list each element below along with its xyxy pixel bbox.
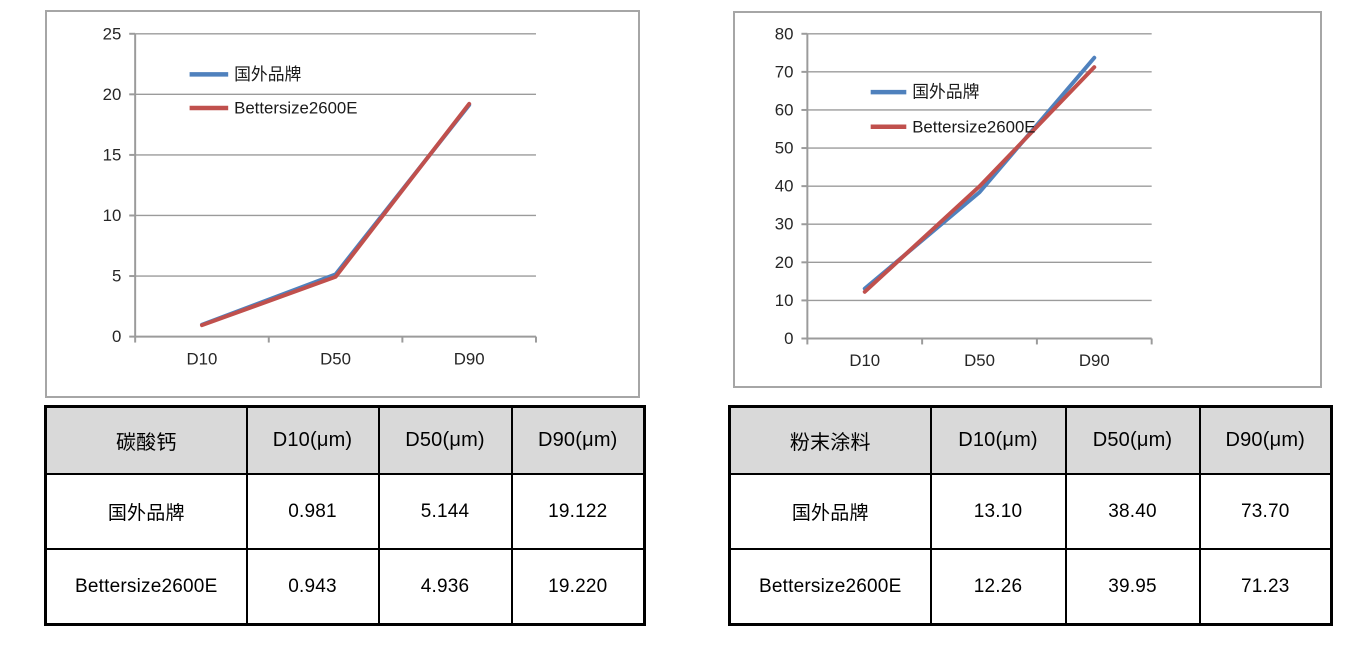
y-tick-label: 70 (775, 62, 794, 81)
value-cell: 73.70 (1198, 473, 1333, 550)
value-cell: 0.943 (245, 548, 380, 626)
calcium-carbonate-line-chart: 0 5 10 15 20 25 D10 D50 D90 国外品牌 Bettersize2600E (103, 24, 537, 368)
table-header-cell: D90(μm) (510, 405, 646, 475)
table-header-row: 粉末涂料 D10(μm) D50(μm) D90(μm) (728, 405, 1333, 475)
y-tick-label: 20 (775, 253, 794, 272)
x-axis-label-d50: D50 (320, 349, 351, 368)
legend-label-foreign-brand: 国外品牌 (912, 83, 979, 102)
y-tick-label: 10 (775, 291, 794, 310)
table-row: 国外品牌 0.981 5.144 19.122 (44, 473, 646, 550)
value-cell: 19.220 (510, 548, 646, 626)
chart-calcium-carbonate: 0 5 10 15 20 25 D10 D50 D90 国外品牌 Bettersize2600E (45, 10, 640, 398)
table-header-row: 碳酸钙 D10(μm) D50(μm) D90(μm) (44, 405, 646, 475)
value-cell: 39.95 (1064, 548, 1201, 626)
table-row: 国外品牌 13.10 38.40 73.70 (728, 473, 1333, 550)
value-cell: 71.23 (1198, 548, 1333, 626)
series-line-bettersize-2600e (862, 65, 1097, 294)
y-tick-label: 20 (103, 85, 122, 104)
chart-powder-coating: 0 10 20 30 40 50 60 70 80 D10 D50 D90 国外品牌 Bettersize… (733, 11, 1322, 388)
value-cell: 38.40 (1064, 473, 1201, 550)
table-row: Bettersize2600E 0.943 4.936 19.220 (44, 548, 646, 626)
row-label-cell: Bettersize2600E (44, 548, 248, 626)
row-label-cell: Bettersize2600E (728, 548, 932, 626)
y-tick-label: 0 (112, 327, 121, 346)
y-tick-label: 15 (103, 145, 122, 164)
value-cell: 12.26 (929, 548, 1067, 626)
legend-label-bettersize-2600e: Bettersize2600E (234, 99, 357, 118)
y-tick-label: 60 (775, 100, 794, 119)
table-header-cell: D50(μm) (377, 405, 513, 475)
y-tick-label: 25 (103, 24, 122, 43)
value-cell: 19.122 (510, 473, 646, 550)
series-line-bettersize-2600e (199, 101, 472, 328)
powder-coating-line-chart: 0 10 20 30 40 50 60 70 80 D10 D50 D90 国外品牌 Bettersize… (775, 24, 1153, 370)
x-axis-label-d90: D90 (1079, 351, 1110, 370)
table-header-cell: D50(μm) (1064, 405, 1201, 475)
y-tick-label: 30 (775, 215, 794, 234)
row-label-cell: 国外品牌 (728, 473, 932, 550)
value-cell: 5.144 (377, 473, 513, 550)
x-axis-label-d10: D10 (849, 351, 880, 370)
table-row: Bettersize2600E 12.26 39.95 71.23 (728, 548, 1333, 626)
x-axis-label-d50: D50 (964, 351, 995, 370)
value-cell: 13.10 (929, 473, 1067, 550)
y-tick-label: 0 (784, 329, 793, 348)
table-title-cell: 碳酸钙 (44, 405, 248, 475)
x-axis-label-d90: D90 (454, 349, 485, 368)
y-tick-label: 80 (775, 24, 794, 43)
y-tick-label: 40 (775, 177, 794, 196)
legend-label-bettersize-2600e: Bettersize2600E (912, 117, 1035, 136)
y-tick-label: 10 (103, 206, 122, 225)
table-calcium-carbonate: 碳酸钙 D10(μm) D50(μm) D90(μm) 国外品牌 0.981 5.144 19… (44, 405, 646, 626)
legend-label-foreign-brand: 国外品牌 (234, 65, 301, 84)
table-header-cell: D10(μm) (929, 405, 1067, 475)
table-powder-coating: 粉末涂料 D10(μm) D50(μm) D90(μm) 国外品牌 13.10 38.40 7… (728, 405, 1333, 626)
y-tick-label: 5 (112, 267, 121, 286)
table-header-cell: D10(μm) (245, 405, 380, 475)
table-header-cell: D90(μm) (1198, 405, 1333, 475)
y-tick-label: 50 (775, 139, 794, 158)
row-label-cell: 国外品牌 (44, 473, 248, 550)
table-title-cell: 粉末涂料 (728, 405, 932, 475)
value-cell: 4.936 (377, 548, 513, 626)
value-cell: 0.981 (245, 473, 380, 550)
x-axis-label-d10: D10 (187, 349, 218, 368)
